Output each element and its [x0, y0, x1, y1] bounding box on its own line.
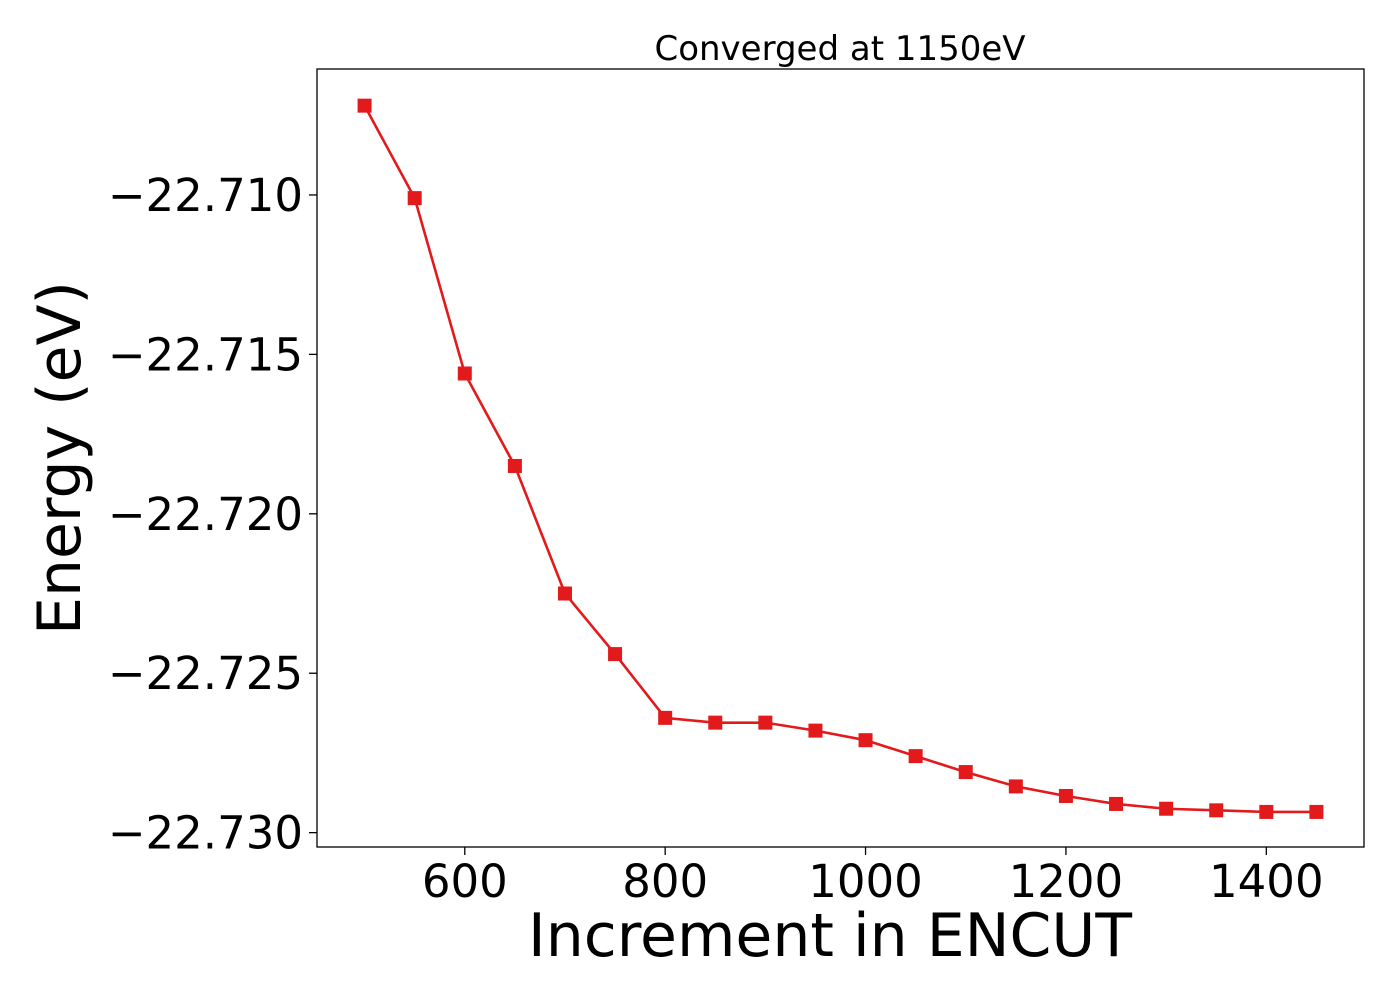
- data-point-marker: [507, 458, 522, 473]
- data-point-marker: [457, 366, 472, 381]
- data-point-marker: [708, 715, 723, 730]
- data-point-marker: [1309, 804, 1324, 819]
- data-point-marker: [1058, 788, 1073, 803]
- x-axis-ticks: 600 800 1000 1200 1400: [422, 847, 1324, 908]
- data-point-marker: [758, 715, 773, 730]
- series-line: [363, 105, 1317, 814]
- plot-area-frame: [316, 68, 1365, 848]
- x-tick-label: 1400: [1209, 855, 1324, 908]
- x-tick-label: 600: [422, 855, 508, 908]
- data-point-marker: [1159, 801, 1174, 816]
- y-axis-label: Energy (eV): [25, 281, 95, 635]
- y-tick-label: −22.730: [108, 807, 303, 860]
- series-layer: [357, 98, 1324, 819]
- x-tick-label: 1000: [808, 855, 923, 908]
- data-point-marker: [1259, 804, 1274, 819]
- x-axis-label: Increment in ENCUT: [528, 901, 1132, 971]
- data-point-marker: [407, 191, 422, 206]
- data-point-marker: [1109, 796, 1124, 811]
- y-tick-label: −22.725: [108, 647, 303, 700]
- data-point-marker: [958, 765, 973, 780]
- x-tick-label: 800: [622, 855, 708, 908]
- x-tick-label: 1200: [1009, 855, 1124, 908]
- data-point-marker: [658, 710, 673, 725]
- data-point-marker: [858, 733, 873, 748]
- y-tick-label: −22.715: [108, 328, 303, 381]
- data-point-marker: [808, 723, 823, 738]
- data-point-marker: [557, 586, 572, 601]
- y-axis-ticks: −22.710 −22.715 −22.720 −22.725 −22.730: [108, 169, 317, 860]
- data-point-marker: [908, 749, 923, 764]
- y-tick-label: −22.720: [108, 488, 303, 541]
- y-tick-label: −22.710: [108, 169, 303, 222]
- data-point-marker: [1008, 779, 1023, 794]
- data-point-marker: [1209, 803, 1224, 818]
- chart-title: Converged at 1150eV: [654, 29, 1025, 69]
- data-point-marker: [357, 98, 372, 113]
- data-point-marker: [608, 647, 623, 662]
